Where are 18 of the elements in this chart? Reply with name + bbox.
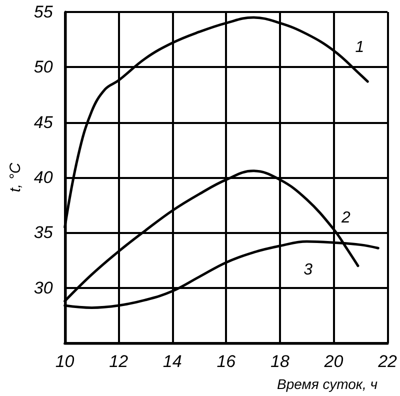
series-label: 1 — [355, 39, 364, 56]
x-tick-label: 16 — [216, 352, 236, 371]
y-tick-label: 40 — [34, 168, 54, 187]
series-label: 3 — [304, 262, 313, 279]
x-tick-label: 10 — [55, 352, 75, 371]
y-tick-label: 35 — [34, 223, 54, 242]
x-tick-label: 14 — [162, 352, 182, 371]
y-tick-label: 30 — [34, 278, 54, 298]
x-tick-label: 18 — [270, 352, 290, 371]
y-axis-title: t, °C — [7, 162, 24, 192]
y-tick-label: 50 — [34, 58, 54, 77]
y-tick-label: 45 — [34, 112, 54, 132]
x-tick-label: 22 — [377, 352, 398, 371]
series-label: 2 — [340, 209, 351, 226]
x-axis-title: Время суток, ч — [277, 376, 378, 392]
x-tick-label: 12 — [109, 352, 129, 371]
x-tick-label: 20 — [323, 352, 344, 371]
y-tick-label: 55 — [34, 2, 54, 22]
